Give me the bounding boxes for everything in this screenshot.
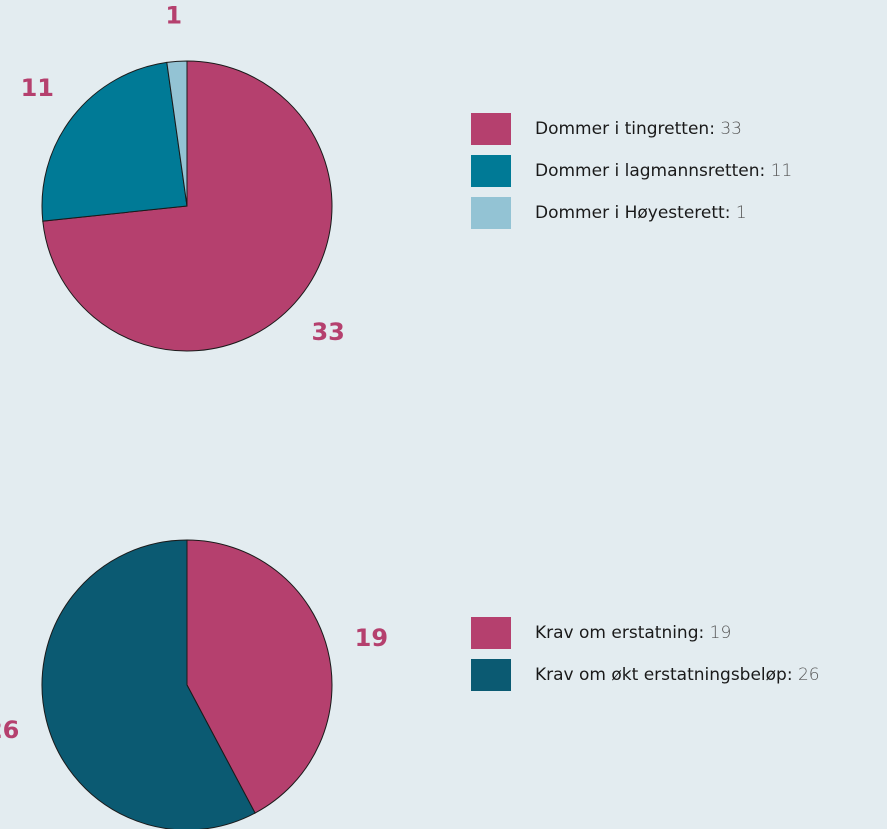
legend: Dommer i tingretten33 Dommer i lagmannsre… [471,113,792,239]
slice-label: 33 [311,318,344,346]
legend-value: 11 [770,161,793,181]
legend-item: Krav om økt erstatningsbeløp26 [471,659,820,691]
legend-swatch [471,113,511,145]
legend-name: Dommer i tingretten [535,119,720,139]
legend-item: Dommer i Høyesterett1 [471,197,792,229]
legend-item: Krav om erstatning19 [471,617,820,649]
legend-name: Krav om økt erstatningsbeløp [535,665,798,685]
slice-label: 26 [0,716,19,744]
legend-name: Dommer i lagmannsretten [535,161,771,181]
pie-slice [186,539,333,814]
legend-item: Dommer i lagmannsretten11 [471,155,792,187]
legend-value: 33 [720,119,742,139]
legend-item: Dommer i tingretten33 [471,113,792,145]
legend-swatch [471,155,511,187]
pie-slice [41,61,188,222]
pie-slice [41,539,256,829]
legend: Krav om erstatning19 Krav om økt erstatni… [471,617,820,701]
legend-value: 1 [735,203,747,223]
legend-swatch [471,617,511,649]
slice-label: 1 [165,1,182,29]
legend-swatch [471,197,511,229]
legend-swatch [471,659,511,691]
legend-name: Dommer i Høyesterett [535,203,736,223]
slice-label: 11 [21,74,54,102]
legend-value: 26 [797,665,820,685]
slice-label: 19 [355,624,388,652]
legend-value: 19 [709,623,732,643]
legend-name: Krav om erstatning [535,623,710,643]
pie-slice [166,60,188,207]
